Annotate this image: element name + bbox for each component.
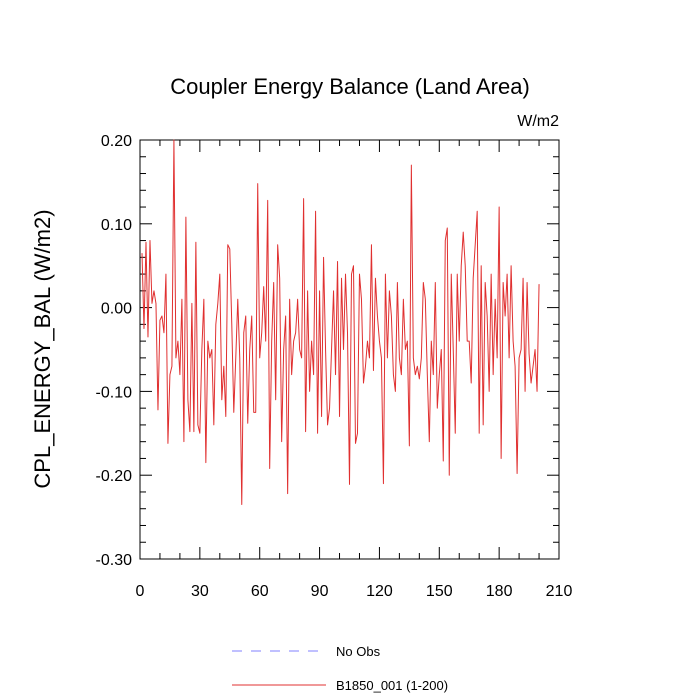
plot-frame [139,139,560,560]
x-tick-label: 60 [251,583,269,600]
y-tick-label: -0.20 [96,468,133,485]
x-tick-label: 150 [426,583,453,600]
y-tick-label: 0.10 [101,217,132,234]
legend-label-no-obs: No Obs [336,644,381,659]
y-axis-ticks [140,139,559,560]
y-tick-label: -0.30 [96,552,133,569]
legend-label-b1850: B1850_001 (1-200) [336,678,448,693]
series-line-b1850-001 [141,139,540,506]
y-tick-label: 0.20 [101,133,132,150]
y-axis-label: CPL_ENERGY_BAL (W/m2) [30,209,55,488]
x-tick-label: 120 [366,583,393,600]
x-axis-ticks [139,140,560,559]
series-layer [141,139,540,506]
y-axis-tick-labels: -0.30 -0.20 -0.10 0.00 0.10 0.20 [96,133,133,569]
legend: No Obs B1850_001 (1-200) [232,644,448,693]
x-tick-label: 180 [486,583,513,600]
x-tick-label: 0 [136,583,145,600]
y-tick-label: -0.10 [96,384,133,401]
y-tick-label: 0.00 [101,301,132,318]
x-tick-label: 30 [191,583,209,600]
units-label: W/m2 [517,113,559,130]
x-tick-label: 90 [311,583,329,600]
chart-title: Coupler Energy Balance (Land Area) [170,74,530,99]
x-tick-label: 210 [546,583,573,600]
x-axis-tick-labels: 0 30 60 90 120 150 180 210 [136,583,573,600]
